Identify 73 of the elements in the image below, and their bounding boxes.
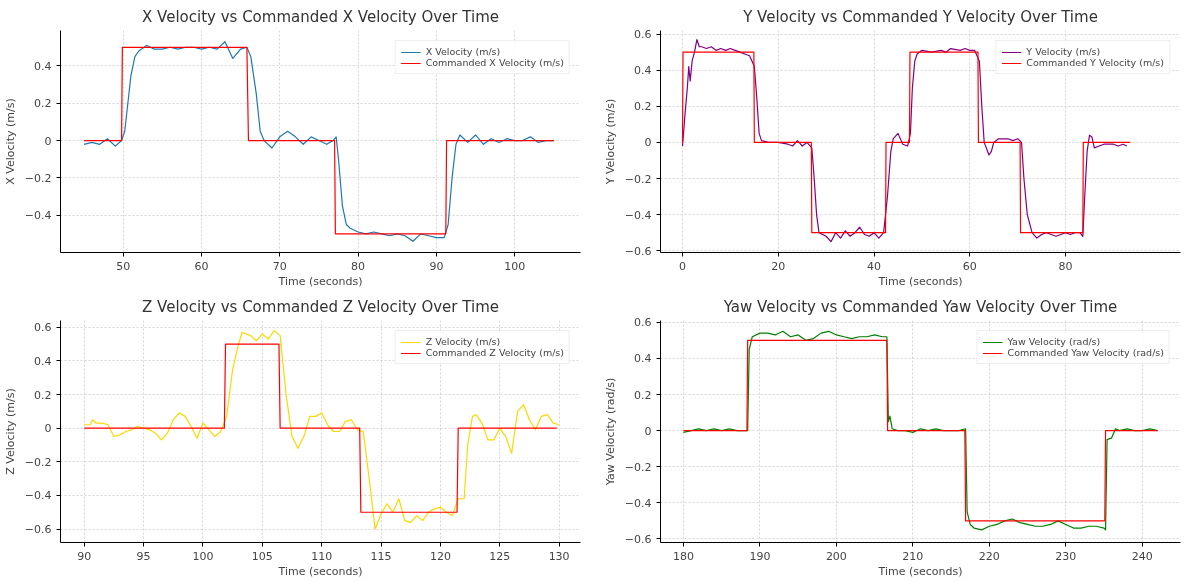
x-tick-label: 105	[251, 549, 273, 563]
x-tick-label: 80	[351, 259, 366, 273]
x-tick-label: 0	[679, 259, 687, 273]
x-tick-label: 115	[370, 549, 392, 563]
y-tick-label: 0.6	[34, 321, 52, 335]
y-tick-label: −0.4	[624, 208, 652, 222]
y-tick-label: −0.2	[624, 460, 652, 474]
x-tick-label: 70	[272, 259, 287, 273]
y-tick-label: −0.6	[624, 532, 652, 546]
x-tick-label: 50	[116, 259, 131, 273]
y-tick-label: −0.2	[24, 455, 52, 469]
y-tick-label: 0	[644, 136, 652, 150]
y-tick-label: 0.6	[634, 316, 652, 330]
legend-label: Commanded Y Velocity (m/s)	[1026, 57, 1164, 68]
x-tick-label: 90	[429, 259, 444, 273]
y-tick-label: 0.6	[634, 28, 652, 42]
y-tick-label: 0.4	[634, 64, 652, 78]
y-tick-label: −0.6	[24, 523, 52, 537]
y-tick-label: −0.4	[24, 489, 52, 503]
x-tick-label: 40	[867, 259, 882, 273]
x-tick-label: 60	[194, 259, 209, 273]
x-axis-title: Time (seconds)	[277, 274, 363, 288]
x-tick-label: 200	[825, 549, 847, 563]
y-tick-label: −0.2	[624, 172, 652, 186]
x-tick-label: 110	[311, 549, 333, 563]
legend-label: Commanded X Velocity (m/s)	[425, 57, 564, 68]
x-tick-label: 60	[962, 259, 977, 273]
y-tick-label: 0	[644, 424, 652, 438]
legend-label: Z Velocity (m/s)	[425, 336, 501, 347]
x-tick-label: 100	[504, 259, 526, 273]
y-tick-label: 0.4	[34, 354, 52, 368]
chart-title: Yaw Velocity vs Commanded Yaw Velocity Over Time	[722, 297, 1118, 316]
x-tick-label: 120	[429, 549, 451, 563]
y-tick-label: −0.4	[624, 496, 652, 510]
y-tick-label: 0.2	[34, 388, 52, 402]
x-axis-title: Time (seconds)	[877, 274, 963, 288]
y-axis-title: Z Velocity (m/s)	[3, 388, 17, 475]
chart-title: Z Velocity vs Commanded Z Velocity Over Time	[142, 297, 499, 316]
x-tick-label: 240	[1131, 549, 1153, 563]
x-tick-label: 190	[749, 549, 771, 563]
legend-label: Y Velocity (m/s)	[1026, 46, 1101, 57]
y-tick-label: −0.6	[624, 244, 652, 258]
y-tick-label: 0.2	[634, 100, 652, 114]
chart-title: X Velocity vs Commanded X Velocity Over Time	[142, 7, 499, 26]
x-axis-title: Time (seconds)	[277, 564, 363, 578]
x-tick-label: 90	[77, 549, 92, 563]
x-tick-label: 125	[489, 549, 511, 563]
chart-title: Y Velocity vs Commanded Y Velocity Over Time	[742, 7, 1098, 26]
x-tick-label: 210	[902, 549, 924, 563]
y-tick-label: 0.4	[634, 352, 652, 366]
x-tick-label: 220	[978, 549, 1000, 563]
legend-label: Commanded Z Velocity (m/s)	[425, 347, 564, 358]
y-tick-label: 0.2	[634, 388, 652, 402]
x-tick-label: 20	[771, 259, 786, 273]
legend-label: Commanded Yaw Velocity (rad/s)	[1007, 347, 1164, 358]
legend-label: X Velocity (m/s)	[425, 46, 501, 57]
x-tick-label: 180	[672, 549, 694, 563]
y-tick-label: 0.4	[34, 59, 52, 73]
x-tick-label: 230	[1055, 549, 1077, 563]
y-axis-title: Yaw Velocity (rad/s)	[603, 377, 617, 487]
y-tick-label: 0	[44, 422, 52, 436]
y-tick-label: −0.2	[24, 171, 52, 185]
y-tick-label: −0.4	[24, 209, 52, 223]
x-tick-label: 80	[1058, 259, 1073, 273]
x-tick-label: 95	[136, 549, 151, 563]
x-axis-title: Time (seconds)	[877, 564, 963, 578]
legend-label: Yaw Velocity (rad/s)	[1007, 336, 1101, 347]
y-tick-label: 0	[44, 134, 52, 148]
y-tick-label: 0.2	[34, 97, 52, 111]
y-axis-title: Y Velocity (m/s)	[603, 98, 617, 186]
x-tick-label: 130	[548, 549, 570, 563]
x-tick-label: 100	[192, 549, 214, 563]
y-axis-title: X Velocity (m/s)	[3, 98, 17, 185]
